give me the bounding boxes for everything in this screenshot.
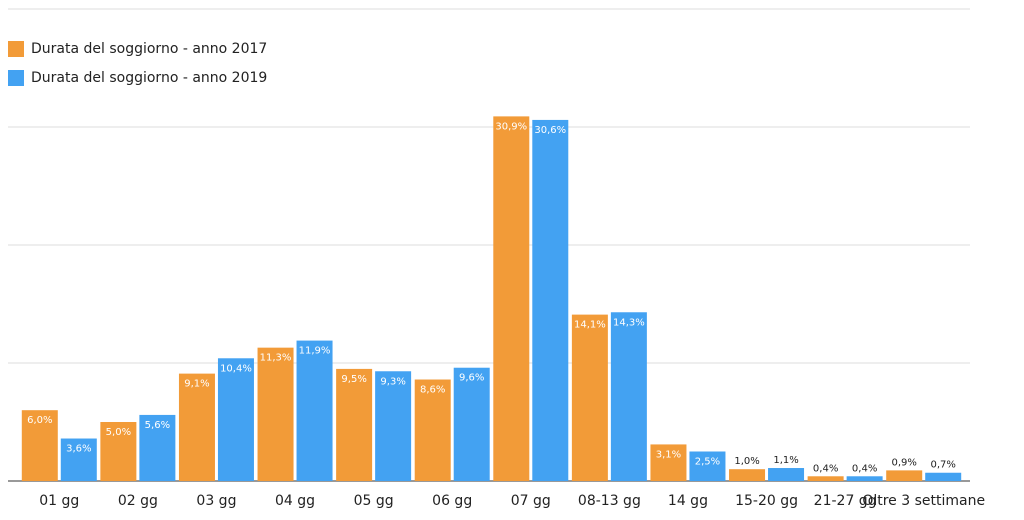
value-label: 5,0% (106, 427, 131, 438)
value-label: 3,6% (66, 444, 91, 455)
x-tick-label: 08-13 gg (578, 493, 641, 509)
bar (375, 371, 412, 481)
bar (139, 414, 176, 481)
bar (296, 340, 333, 481)
x-tick-label: 02 gg (118, 493, 158, 509)
x-tick-label: 03 gg (196, 493, 236, 509)
bar (414, 379, 451, 481)
value-label: 0,4% (813, 463, 838, 474)
x-tick-label: 14 gg (668, 493, 708, 509)
bar (886, 470, 923, 481)
value-label: 5,6% (145, 420, 170, 431)
bar (217, 358, 254, 481)
value-label: 11,9% (299, 346, 331, 357)
value-label: 9,5% (341, 374, 366, 385)
value-label: 6,0% (27, 415, 52, 426)
legend-swatch (8, 70, 24, 86)
value-label: 9,6% (459, 373, 484, 384)
legend-label: Durata del soggiorno - anno 2019 (31, 70, 267, 86)
bar (100, 422, 137, 481)
value-label: 0,4% (852, 463, 877, 474)
value-label: 10,4% (220, 363, 252, 374)
value-label: 14,3% (613, 317, 645, 328)
bar (21, 410, 58, 481)
x-tick-label: 04 gg (275, 493, 315, 509)
x-tick-label: 01 gg (39, 493, 79, 509)
value-label: 1,0% (734, 456, 759, 467)
bar (493, 116, 530, 481)
bar (257, 347, 294, 481)
value-label: 14,1% (574, 320, 606, 331)
bar (571, 314, 608, 481)
bar (610, 312, 647, 481)
bar (807, 476, 844, 481)
bar (846, 476, 883, 481)
bar (532, 119, 569, 482)
bar (729, 469, 766, 481)
value-label: 0,9% (892, 457, 917, 468)
bar (650, 444, 687, 481)
x-tick-label: 06 gg (432, 493, 472, 509)
bar (60, 438, 97, 481)
legend-label: Durata del soggiorno - anno 2017 (31, 41, 267, 57)
value-label: 9,3% (380, 376, 405, 387)
x-tick-label: 21-27 gg (814, 493, 877, 509)
x-tick-label: 05 gg (354, 493, 394, 509)
value-label: 3,1% (656, 449, 681, 460)
bar (925, 472, 962, 481)
value-label: 30,9% (495, 121, 527, 132)
bar (689, 451, 726, 481)
value-label: 2,5% (695, 457, 720, 468)
value-label: 1,1% (773, 455, 798, 466)
bar (336, 368, 373, 481)
x-tick-label: Oltre 3 settimane (862, 493, 985, 509)
value-label: 9,1% (184, 379, 209, 390)
bar (178, 373, 215, 481)
bar (768, 468, 805, 481)
value-label: 0,7% (931, 460, 956, 471)
x-tick-label: 15-20 gg (735, 493, 798, 509)
legend-swatch (8, 41, 24, 57)
value-label: 30,6% (534, 125, 566, 136)
value-label: 8,6% (420, 385, 445, 396)
x-tick-label: 07 gg (511, 493, 551, 509)
bar (453, 367, 490, 481)
value-label: 11,3% (260, 353, 292, 364)
